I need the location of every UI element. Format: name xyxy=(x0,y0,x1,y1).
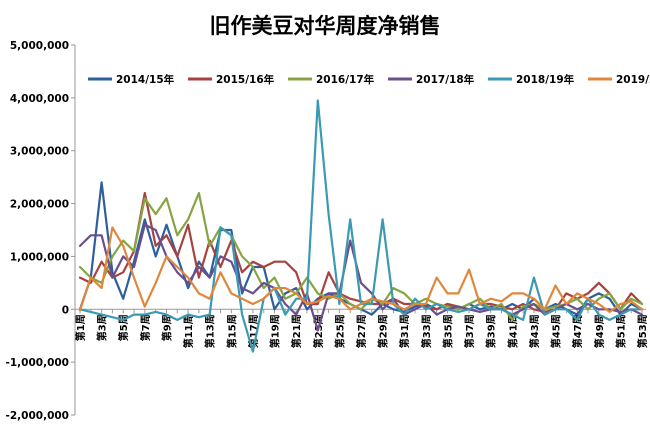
x-tick-label: 第19周 xyxy=(269,314,282,348)
x-tick-label: 第51周 xyxy=(614,314,627,348)
legend-label: 2016/17年 xyxy=(316,73,375,86)
x-tick-label: 第45周 xyxy=(550,314,563,348)
x-tick-label: 第39周 xyxy=(485,314,498,348)
x-tick-label: 第13周 xyxy=(204,314,217,348)
y-tick-label: 4,000,000 xyxy=(10,93,69,105)
y-tick-label: -2,000,000 xyxy=(6,410,69,422)
x-tick-label: 第3周 xyxy=(96,314,109,341)
x-tick-label: 第21周 xyxy=(290,314,303,348)
y-tick-label: 5,000,000 xyxy=(10,40,69,52)
series-line-2018/19年 xyxy=(78,99,644,353)
x-tick-label: 第33周 xyxy=(420,314,433,348)
chart-title: 旧作美豆对华周度净销售 xyxy=(210,14,441,38)
x-tick-label: 第49周 xyxy=(593,314,606,348)
x-tick-label: 第1周 xyxy=(74,314,87,341)
x-tick-label: 第15周 xyxy=(225,314,238,348)
x-tick-label: 第37周 xyxy=(463,314,476,348)
series-line-2016/17年 xyxy=(78,191,644,321)
legend-label: 2015/16年 xyxy=(216,73,275,86)
x-tick-label: 第53周 xyxy=(636,314,649,348)
legend: 2014/15年 2015/16年 2016/17年 2017/18年 2018/19年… xyxy=(88,73,650,86)
x-tick-label: 第47周 xyxy=(571,314,584,348)
legend-label: 2017/18年 xyxy=(416,73,475,86)
legend-label: 2018/19年 xyxy=(516,73,575,86)
x-tick-label: 第7周 xyxy=(139,314,152,341)
y-tick-label: 1,000,000 xyxy=(10,251,69,263)
x-tick-label: 第25周 xyxy=(333,314,346,348)
x-tick-label: 第5周 xyxy=(117,314,130,341)
x-tick-label: 第27周 xyxy=(355,314,368,348)
series-layer xyxy=(78,99,644,353)
y-tick-label: 0 xyxy=(62,304,69,316)
x-tick-label: 第43周 xyxy=(528,314,541,348)
x-tick-label: 第41周 xyxy=(506,314,519,348)
y-tick-label: 2,000,000 xyxy=(10,199,69,211)
legend-label: 2014/15年 xyxy=(116,73,175,86)
x-tick-label: 第35周 xyxy=(441,314,454,348)
series-line-2019/20年 xyxy=(78,226,644,313)
x-tick-label: 第29周 xyxy=(377,314,390,348)
y-tick-label: -1,000,000 xyxy=(6,357,69,369)
x-tick-label: 第9周 xyxy=(160,314,173,341)
x-tick-label: 第11周 xyxy=(182,314,195,348)
y-tick-label: 3,000,000 xyxy=(10,146,69,158)
legend-label: 2019/20年 xyxy=(616,73,650,86)
axes: 5,000,000 4,000,000 3,000,000 2,000,000 1,00… xyxy=(6,40,649,422)
x-tick-label: 第31周 xyxy=(398,314,411,348)
